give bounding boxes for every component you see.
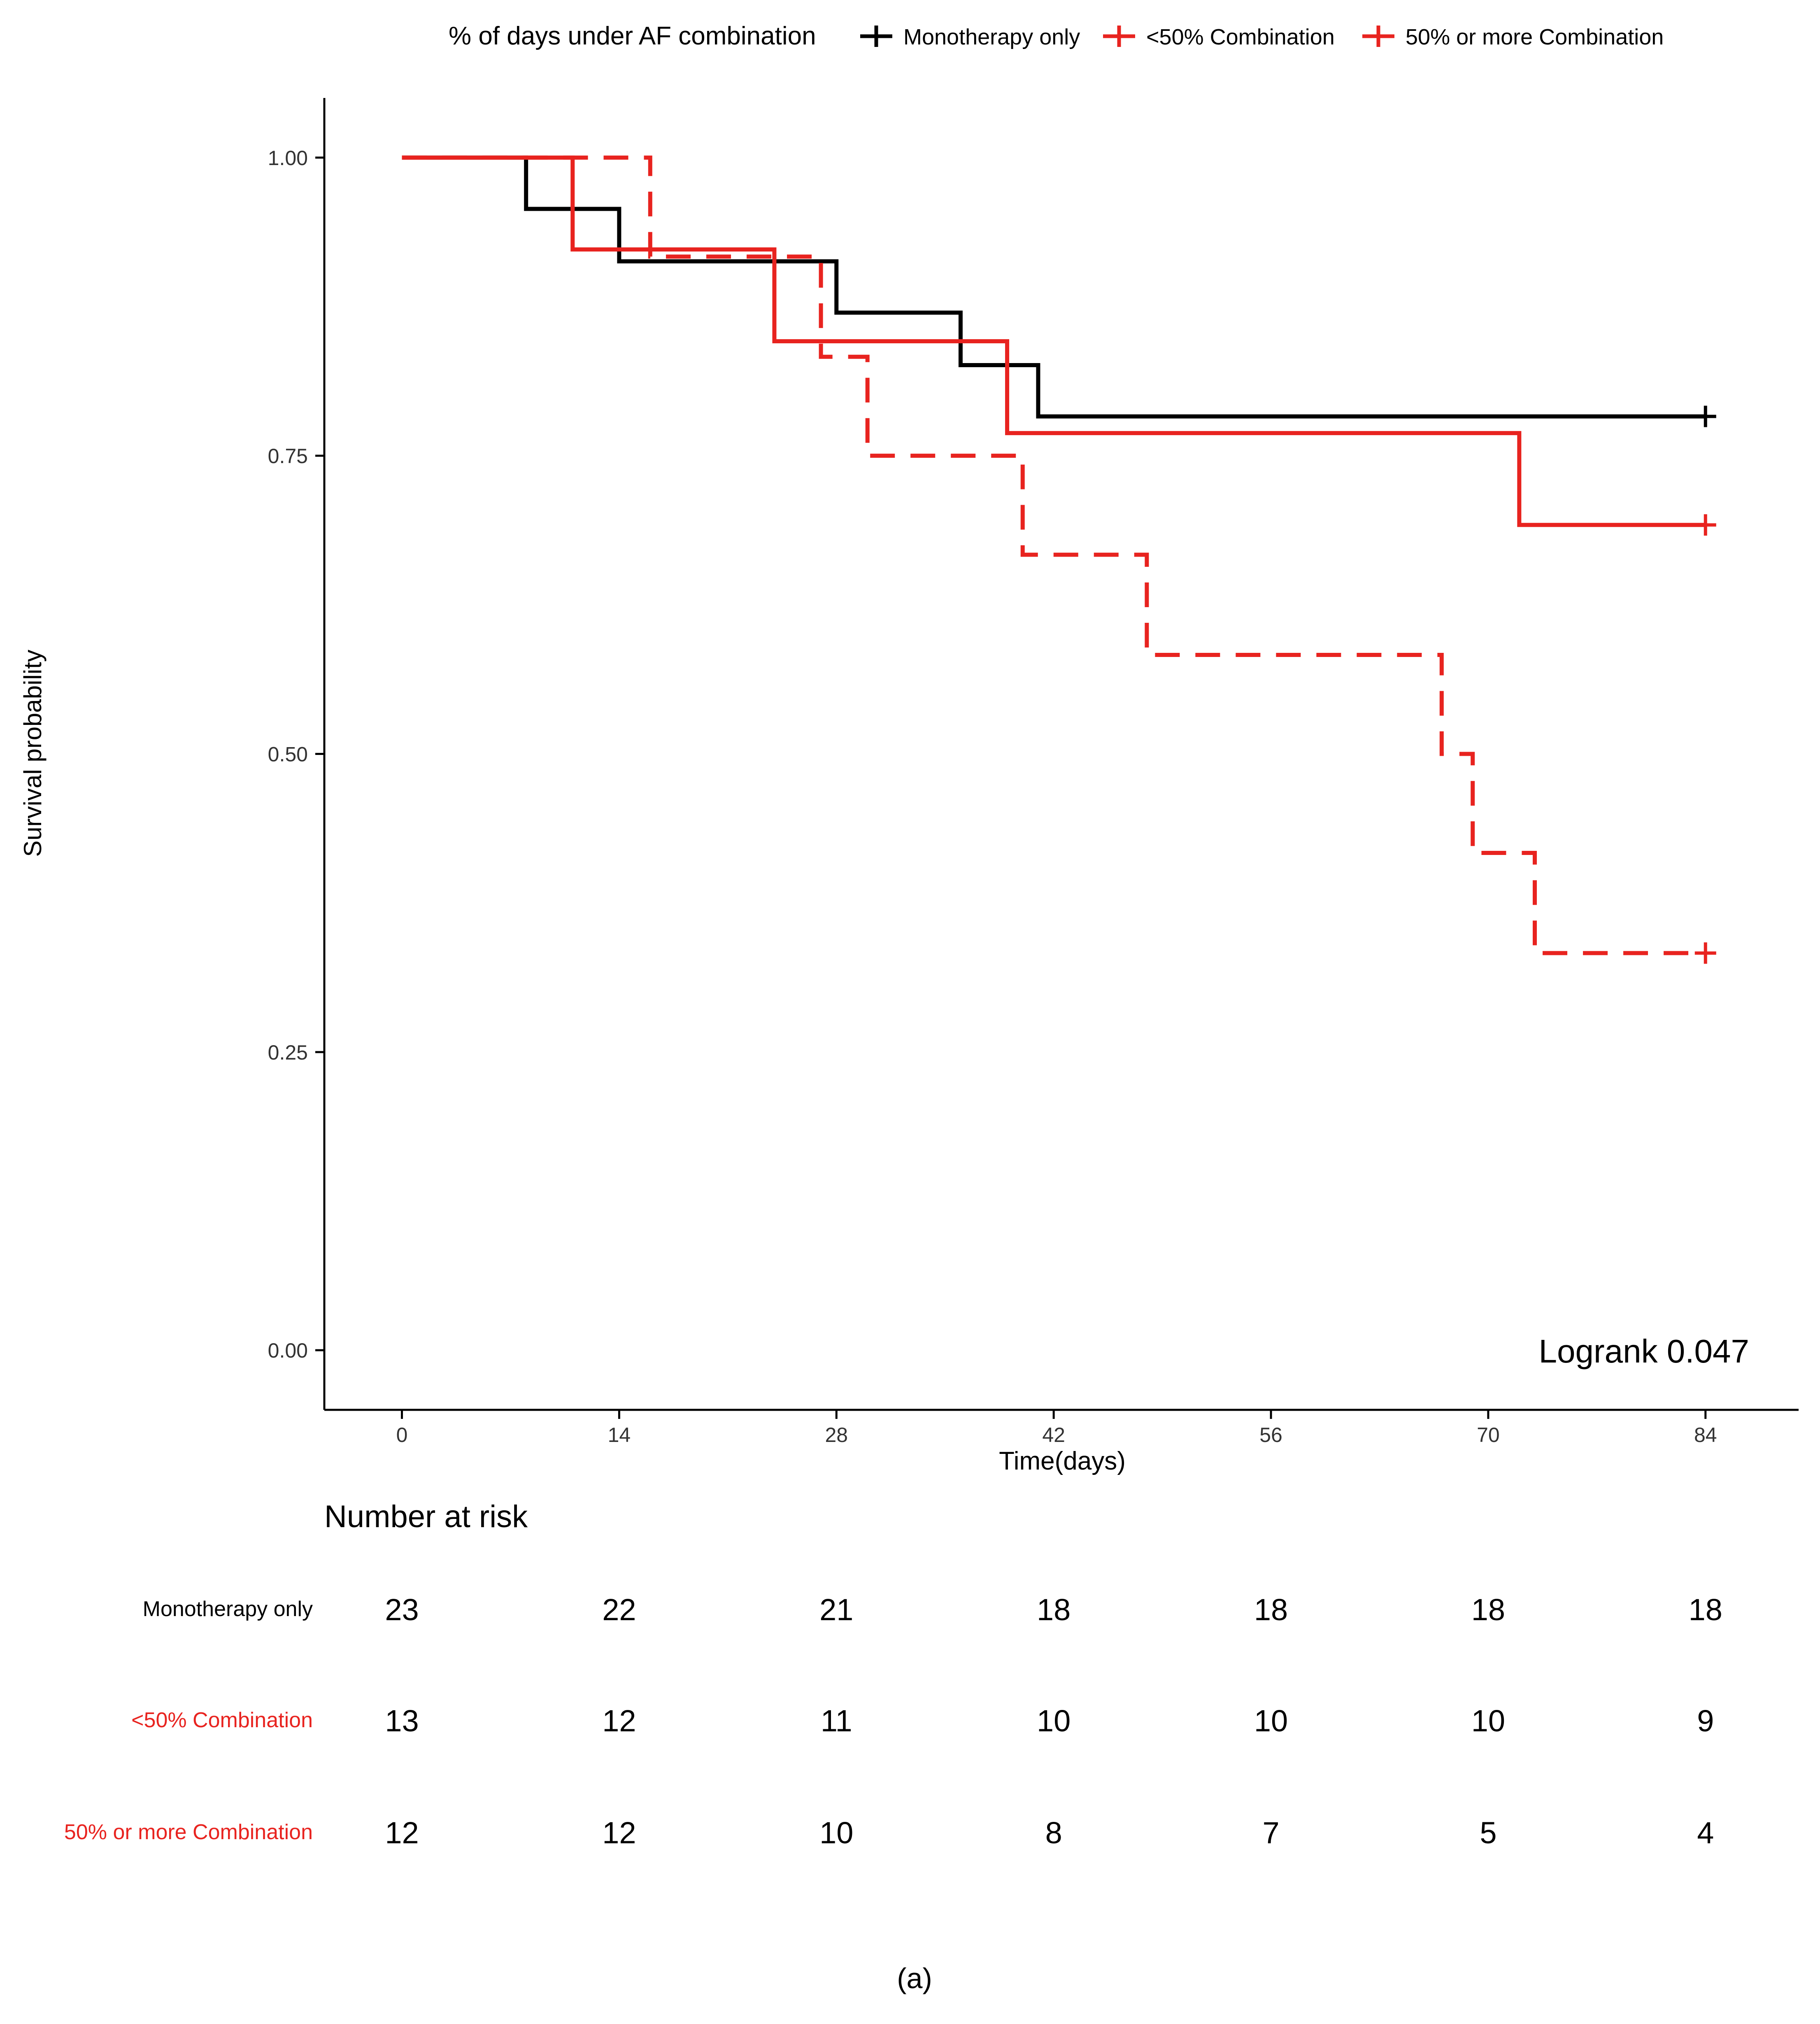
series-layer	[402, 155, 1716, 964]
risk-cell: 22	[602, 1593, 636, 1627]
x-tick-label: 28	[825, 1423, 848, 1446]
censor-mark-1	[1694, 405, 1716, 427]
x-tick-label: 0	[396, 1423, 408, 1446]
risk-cell: 13	[385, 1704, 419, 1738]
legend-label: <50% Combination	[1146, 25, 1335, 49]
risk-table-rows: Monotherapy only 23 22 21 18 18 18 18 <50% Combi…	[64, 1593, 1722, 1850]
y-tick-label: 1.00	[268, 147, 308, 170]
risk-cell: 5	[1480, 1816, 1496, 1850]
risk-cell: 9	[1697, 1704, 1714, 1738]
risk-cell: 8	[1045, 1816, 1062, 1850]
risk-cell: 23	[385, 1593, 419, 1627]
risk-cell: 12	[385, 1816, 419, 1850]
x-tick-label: 14	[608, 1423, 631, 1446]
y-axis-title: Survival probability	[19, 650, 47, 857]
legend-key-2	[1103, 26, 1135, 47]
risk-cell: 4	[1697, 1816, 1714, 1850]
logrank-annotation: Logrank 0.047	[1538, 1333, 1749, 1370]
legend-key-1	[860, 26, 892, 47]
risk-cell: 12	[602, 1816, 636, 1850]
risk-cell: 10	[819, 1816, 853, 1850]
censor-mark-2	[1694, 514, 1716, 536]
risk-table: Number at risk Monotherapy only 23 22 21 18 1…	[64, 1499, 1722, 1850]
x-tick-label: 70	[1477, 1423, 1500, 1446]
censor-mark-3	[1694, 942, 1716, 964]
series-line-1	[402, 155, 1706, 419]
y-tick-label: 0.00	[268, 1339, 308, 1362]
axes: 0.00 0.25 0.50 0.75 1.00 0 14 28 42 56 70 84	[268, 98, 1799, 1446]
x-axis-title: Time(days)	[999, 1447, 1126, 1475]
series-line-2	[402, 155, 1706, 527]
legend-entries: Monotherapy only <50% Combination 50% or m…	[860, 25, 1664, 49]
risk-table-title: Number at risk	[324, 1499, 528, 1534]
y-tick-label: 0.25	[268, 1041, 308, 1064]
risk-cell: 11	[821, 1704, 852, 1738]
risk-cell: 10	[1471, 1704, 1505, 1738]
risk-cell: 18	[1254, 1593, 1288, 1627]
risk-cell: 10	[1254, 1704, 1288, 1738]
risk-row-label: Monotherapy only	[143, 1597, 313, 1621]
legend-key-3	[1362, 26, 1394, 47]
risk-row-label: <50% Combination	[131, 1708, 313, 1732]
legend-label: 50% or more Combination	[1406, 25, 1664, 49]
x-tick-label: 56	[1259, 1423, 1282, 1446]
legend-label: Monotherapy only	[903, 25, 1080, 49]
risk-cell: 21	[819, 1593, 853, 1627]
risk-cell: 12	[602, 1704, 636, 1738]
risk-cell: 10	[1037, 1704, 1071, 1738]
y-tick-label: 0.75	[268, 445, 308, 468]
series-line-3	[402, 155, 1706, 955]
x-tick-label: 42	[1042, 1423, 1065, 1446]
risk-cell: 18	[1037, 1593, 1071, 1627]
figure-caption: (a)	[897, 1962, 932, 1994]
risk-cell: 7	[1262, 1816, 1279, 1850]
risk-cell: 18	[1471, 1593, 1505, 1627]
y-tick-label: 0.50	[268, 743, 308, 766]
risk-cell: 18	[1689, 1593, 1722, 1627]
x-tick-label: 84	[1694, 1423, 1717, 1446]
legend-title: % of days under AF combination	[449, 22, 816, 50]
legend: % of days under AF combination Monothera…	[449, 22, 1664, 50]
risk-row-label: 50% or more Combination	[64, 1820, 313, 1844]
